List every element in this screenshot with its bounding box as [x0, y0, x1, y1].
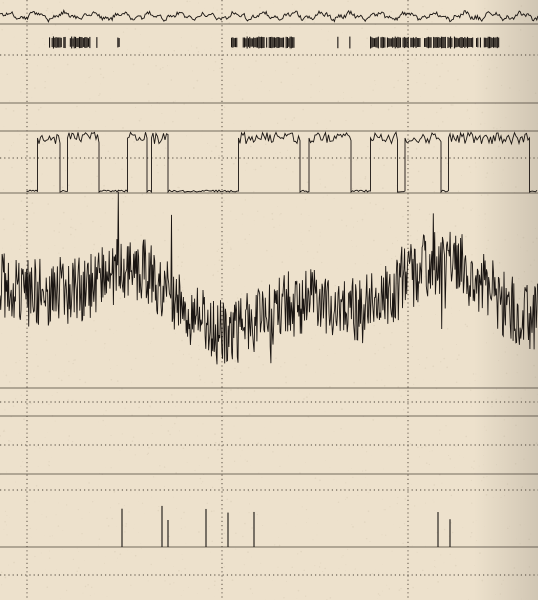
strip-chart [0, 0, 538, 600]
chart-svg [0, 0, 538, 600]
